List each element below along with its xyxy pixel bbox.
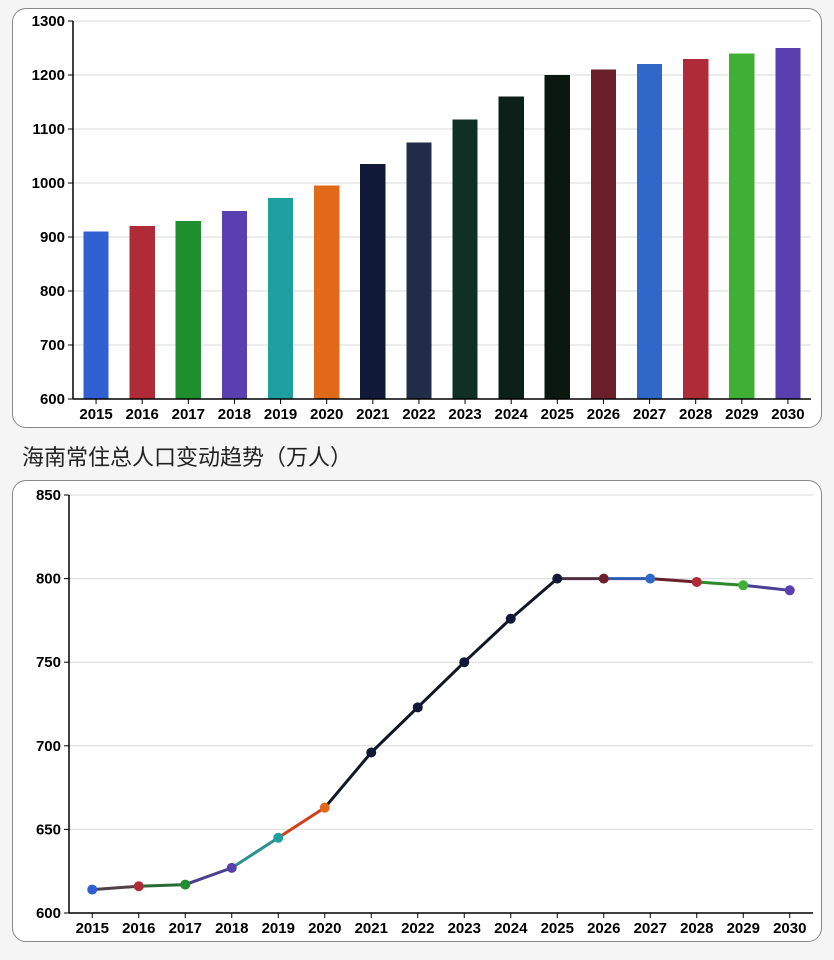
bar	[406, 143, 431, 400]
data-point	[552, 574, 562, 584]
line-segment	[697, 582, 744, 585]
svg-text:2018: 2018	[218, 406, 251, 423]
svg-text:2015: 2015	[79, 406, 112, 423]
svg-text:2021: 2021	[355, 920, 388, 937]
line-segment	[464, 619, 511, 662]
svg-text:600: 600	[40, 391, 65, 408]
bar	[83, 232, 108, 399]
data-point	[738, 580, 748, 590]
svg-text:650: 650	[36, 821, 61, 838]
svg-text:2020: 2020	[310, 406, 343, 423]
bar	[775, 48, 800, 399]
svg-text:1200: 1200	[32, 67, 65, 84]
svg-text:2017: 2017	[169, 920, 202, 937]
svg-text:2026: 2026	[587, 920, 620, 937]
svg-text:2028: 2028	[679, 406, 712, 423]
line-segment	[650, 579, 697, 582]
svg-text:2030: 2030	[771, 406, 804, 423]
bar	[222, 211, 247, 399]
bar	[591, 70, 616, 399]
svg-text:2023: 2023	[448, 920, 481, 937]
data-point	[273, 833, 283, 843]
bar-chart-panel: 600 700 800 900 1000 1100 1200 1300 2015 2016 2017…	[12, 8, 822, 428]
data-point	[320, 803, 330, 813]
bar	[637, 64, 662, 399]
svg-text:2028: 2028	[680, 920, 713, 937]
data-point	[87, 885, 97, 895]
svg-text:2025: 2025	[541, 406, 574, 423]
svg-text:2022: 2022	[402, 406, 435, 423]
data-point	[227, 863, 237, 873]
bar	[499, 97, 524, 399]
svg-text:2024: 2024	[494, 920, 528, 937]
svg-text:2018: 2018	[215, 920, 248, 937]
bar	[545, 75, 570, 399]
line-segment	[325, 752, 372, 807]
svg-text:850: 850	[36, 487, 61, 504]
svg-text:2019: 2019	[264, 406, 297, 423]
svg-text:2015: 2015	[76, 920, 109, 937]
bar	[314, 186, 339, 399]
svg-text:2024: 2024	[495, 406, 529, 423]
line-segment	[511, 579, 558, 619]
data-point	[180, 880, 190, 890]
svg-text:750: 750	[36, 654, 61, 671]
bar	[452, 119, 477, 399]
svg-text:2027: 2027	[633, 406, 666, 423]
bar	[130, 226, 155, 399]
svg-text:2029: 2029	[725, 406, 758, 423]
svg-text:2020: 2020	[308, 920, 341, 937]
svg-text:900: 900	[40, 229, 65, 246]
svg-text:800: 800	[36, 571, 61, 588]
bar	[360, 164, 385, 399]
line-segment	[743, 585, 790, 590]
svg-text:800: 800	[40, 283, 65, 300]
data-point	[459, 657, 469, 667]
bar	[683, 59, 708, 399]
data-point	[134, 881, 144, 891]
line-segment	[418, 662, 465, 707]
bar	[176, 221, 201, 399]
svg-text:2030: 2030	[773, 920, 806, 937]
svg-text:2021: 2021	[356, 406, 389, 423]
svg-text:2016: 2016	[122, 920, 155, 937]
svg-text:2026: 2026	[587, 406, 620, 423]
data-point	[413, 702, 423, 712]
line-segment	[278, 808, 325, 838]
chart-caption-1: 海南常住总人口变动趋势（万人）	[12, 434, 822, 480]
svg-text:2027: 2027	[634, 920, 667, 937]
line-segment	[185, 868, 232, 885]
bar	[729, 53, 754, 399]
svg-text:2019: 2019	[262, 920, 295, 937]
line-segment	[139, 885, 186, 887]
bar-chart-svg: 600 700 800 900 1000 1100 1200 1300 2015 2016 2017…	[13, 9, 822, 428]
line-segment	[92, 886, 139, 889]
svg-text:2016: 2016	[126, 406, 159, 423]
svg-text:700: 700	[36, 738, 61, 755]
svg-text:2022: 2022	[401, 920, 434, 937]
data-point	[366, 747, 376, 757]
line-chart-svg: 600 650 700 750 800 850 2015 2016 2017 2018 2019 20…	[13, 481, 822, 942]
line-segment	[232, 838, 279, 868]
bar	[268, 198, 293, 399]
data-point	[645, 574, 655, 584]
svg-text:2017: 2017	[172, 406, 205, 423]
data-point	[506, 614, 516, 624]
svg-text:600: 600	[36, 905, 61, 922]
line-chart-panel: 600 650 700 750 800 850 2015 2016 2017 2018 2019 20…	[12, 480, 822, 942]
svg-text:2023: 2023	[448, 406, 481, 423]
svg-text:2025: 2025	[541, 920, 574, 937]
data-point	[692, 577, 702, 587]
data-point	[599, 574, 609, 584]
svg-text:2029: 2029	[727, 920, 760, 937]
svg-text:1000: 1000	[32, 175, 65, 192]
data-point	[785, 585, 795, 595]
svg-text:700: 700	[40, 337, 65, 354]
svg-text:1300: 1300	[32, 13, 65, 30]
svg-text:1100: 1100	[32, 121, 65, 138]
